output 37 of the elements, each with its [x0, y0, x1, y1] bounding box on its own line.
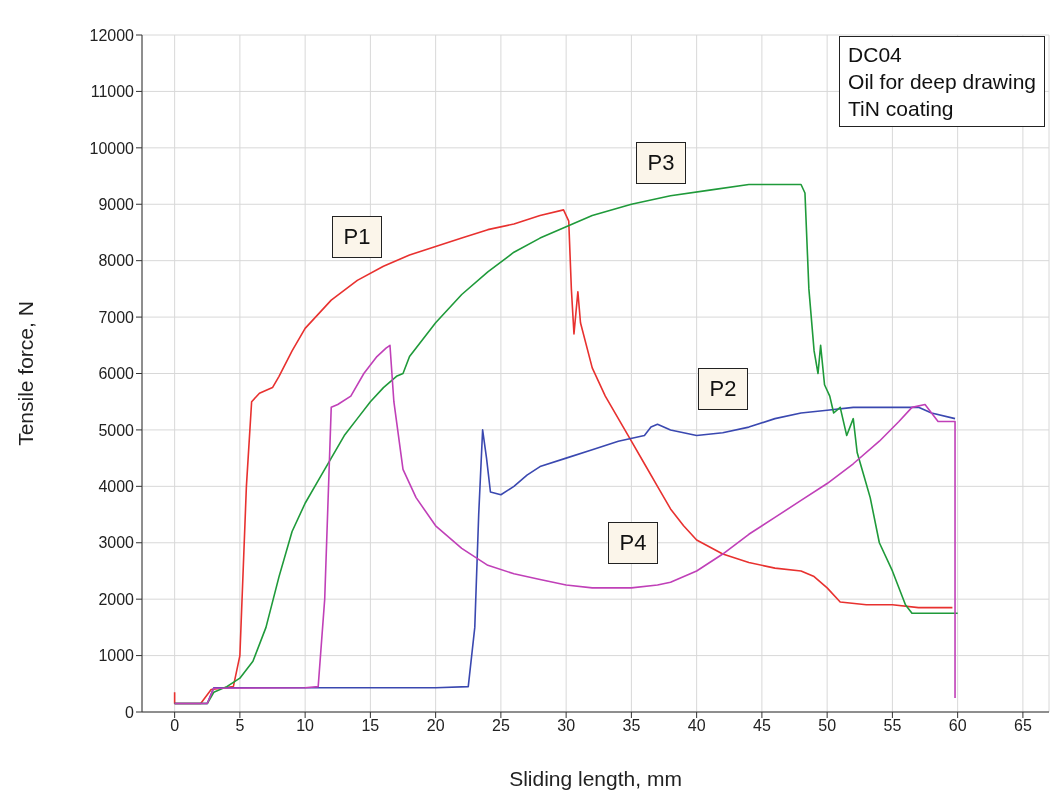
x-tick-label: 20: [426, 717, 445, 735]
x-tick-label: 30: [557, 717, 576, 735]
series-label: P3: [636, 142, 686, 184]
x-tick-label: 45: [752, 717, 771, 735]
y-tick-label: 4000: [98, 478, 135, 496]
y-tick-label: 9000: [98, 195, 135, 213]
y-tick-label: 5000: [98, 421, 135, 439]
x-tick-label: 5: [235, 717, 245, 735]
y-tick-label: 8000: [98, 252, 135, 270]
y-tick-label: 2000: [98, 590, 135, 608]
y-tick-label: 10000: [89, 139, 135, 157]
annotation: DC04: [848, 42, 903, 68]
x-tick-label: 40: [687, 717, 706, 735]
series-label: P4: [608, 522, 658, 564]
y-axis-title: Tensile force, N: [14, 301, 38, 446]
line-series: [173, 344, 956, 705]
y-tick-label: 3000: [98, 534, 135, 552]
series-label: P2: [698, 368, 748, 410]
x-tick-label: 10: [296, 717, 315, 735]
x-tick-label: 25: [491, 717, 510, 735]
y-tick-label: 0: [125, 703, 135, 721]
x-tick-label: 60: [948, 717, 967, 735]
y-tick-label: 7000: [98, 308, 135, 326]
x-tick-label: 15: [361, 717, 380, 735]
annotation: Oil for deep drawing: [848, 69, 1036, 95]
x-tick-label: 50: [818, 717, 837, 735]
annotation: TiN coating: [848, 96, 955, 122]
y-tick-label: 12000: [89, 26, 135, 44]
x-tick-label: 65: [1014, 717, 1032, 735]
x-tick-label: 0: [170, 717, 180, 735]
y-tick-label: 11000: [90, 83, 135, 101]
x-tick-label: 55: [883, 717, 902, 735]
y-tick-label: 6000: [98, 365, 135, 383]
x-axis-title: Sliding length, mm: [509, 767, 682, 790]
series-label: P1: [332, 216, 382, 258]
x-tick-label: 35: [622, 717, 641, 735]
y-tick-label: 1000: [98, 647, 135, 665]
